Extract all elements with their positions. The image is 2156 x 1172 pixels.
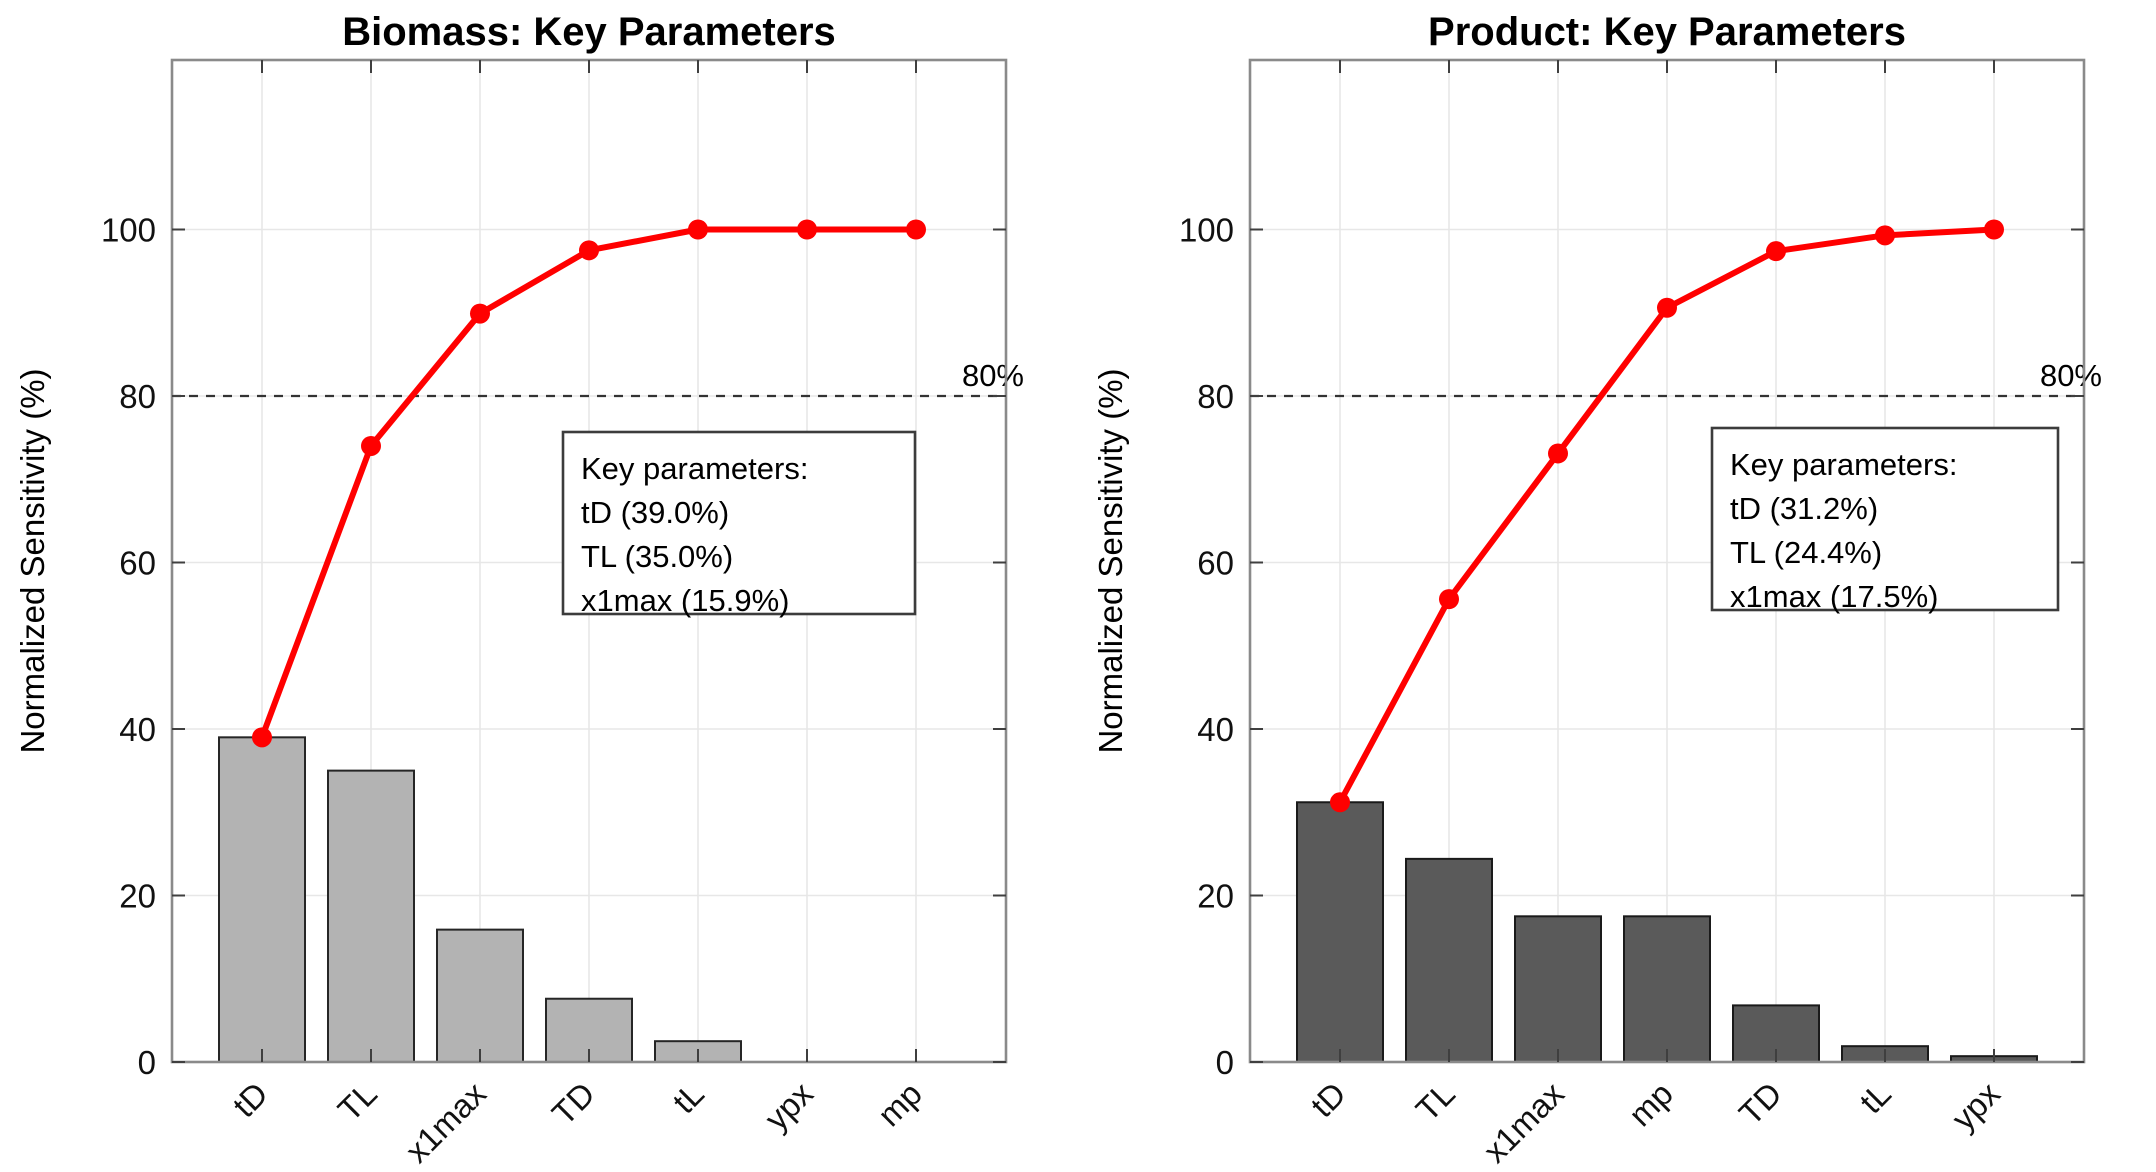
cumulative-marker-x1max [470,303,490,324]
bar-tD [218,736,306,1063]
y-tick-label: 40 [1197,711,1234,748]
bar-mp [1623,915,1711,1063]
bar-tD [1296,801,1384,1063]
y-axis-label: Normalized Sensitivity (%) [14,368,51,753]
cumulative-marker-mp [1657,297,1677,318]
cumulative-marker-tL [688,219,708,240]
bar-x1max [436,928,524,1063]
y-tick-label: 60 [1197,545,1234,582]
threshold-label: 80% [962,358,1024,393]
cumulative-marker-tD [252,727,272,748]
annotation-line: Key parameters: [581,451,808,486]
cumulative-marker-TL [361,435,381,456]
annotation-box [1710,426,2060,612]
cumulative-marker-ypx [797,219,817,240]
annotation-line: x1max (15.9%) [581,583,789,618]
y-tick-label: 20 [119,878,156,915]
annotation-line: Key parameters: [1730,447,1957,482]
annotation-line: tD (31.2%) [1730,491,1878,526]
cumulative-marker-TD [1766,241,1786,262]
bar-x1max [1514,915,1602,1063]
annotation-line: x1max (17.5%) [1730,579,1938,614]
y-tick-label: 100 [101,212,156,249]
cumulative-marker-tL [1875,225,1895,246]
annotation-box [561,430,917,616]
cumulative-marker-tD [1330,792,1350,813]
y-tick-label: 100 [1179,212,1234,249]
y-tick-label: 80 [119,378,156,415]
chart-title: Product: Key Parameters [1428,10,1906,54]
cumulative-marker-x1max [1548,443,1568,464]
cumulative-marker-ypx [1984,219,2004,240]
y-tick-label: 40 [119,711,156,748]
y-axis-label: Normalized Sensitivity (%) [1092,368,1129,753]
bar-TL [1405,857,1493,1063]
y-tick-label: 80 [1197,378,1234,415]
annotation-line: TL (35.0%) [581,539,733,574]
annotation-line: tD (39.0%) [581,495,729,530]
y-tick-label: 0 [1216,1044,1234,1081]
y-tick-label: 20 [1197,878,1234,915]
y-tick-label: 60 [119,545,156,582]
cumulative-marker-TL [1439,589,1459,610]
y-tick-label: 0 [138,1044,156,1081]
chart-panel-product: 80% 0 20 40 60 80 100 tD TL x1max mp TD tL ypx Product… [1078,0,2156,1172]
annotation-line: TL (24.4%) [1730,535,1882,570]
chart-title: Biomass: Key Parameters [342,10,836,54]
bar-TL [327,769,415,1063]
cumulative-marker-TD [579,240,599,261]
threshold-label: 80% [2040,358,2102,393]
cumulative-marker-mp [906,219,926,240]
chart-panel-biomass: 80% 0 20 40 60 80 100 tD TL x1max TD tL ypx mp Biomass… [14,10,1024,1170]
